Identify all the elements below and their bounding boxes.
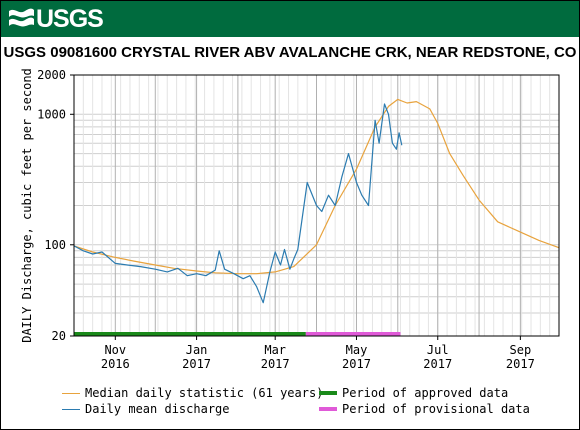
legend-label: Period of approved data [342, 386, 509, 400]
x-tick-year-label: 2017 [342, 357, 371, 371]
chart-title: USGS 09081600 CRYSTAL RIVER ABV AVALANCH… [3, 44, 577, 61]
discharge-series-line [73, 103, 403, 304]
legend-label: Daily mean discharge [85, 402, 230, 416]
x-tick-year-label: 2017 [261, 357, 290, 371]
usgs-wave-icon [9, 8, 34, 27]
legend-label: Period of provisional data [342, 402, 530, 416]
y-tick-label: 20 [52, 329, 66, 343]
legend-bar-swatch [319, 391, 337, 395]
x-tick-year-label: 2016 [101, 357, 130, 371]
legend-bar-swatch [319, 407, 337, 411]
logo-text: USGS [36, 5, 104, 33]
provisional-period-bar [305, 332, 401, 336]
x-tick-month-label: Nov [104, 343, 126, 357]
x-tick-month-label: Jul [427, 343, 449, 357]
approved-period-bar [74, 332, 306, 336]
legend-line-swatch [62, 392, 80, 394]
x-tick-month-label: May [346, 343, 368, 357]
x-tick-year-label: 2017 [182, 357, 211, 371]
legend-item: Median daily statistic (61 years) [62, 386, 323, 400]
legend-item: Period of provisional data [319, 402, 530, 416]
y-axis-label: DAILY Discharge, cubic feet per second [20, 68, 34, 343]
legend-item: Daily mean discharge [62, 402, 230, 416]
y-tick-label: 100 [44, 238, 66, 252]
x-tick-month-label: Mar [264, 343, 286, 357]
x-tick-year-label: 2017 [423, 357, 452, 371]
usgs-banner: USGS [1, 1, 579, 37]
plot-border [73, 74, 560, 337]
x-tick-month-label: Jan [186, 343, 208, 357]
y-tick-label: 1000 [37, 107, 66, 121]
y-tick-label: 2000 [37, 68, 66, 82]
legend-item: Period of approved data [319, 386, 508, 400]
median-series-line [73, 98, 560, 275]
x-tick-year-label: 2017 [506, 357, 535, 371]
usgs-logo[interactable]: USGS [7, 5, 104, 33]
x-tick-month-label: Sep [510, 343, 532, 357]
legend-line-swatch [62, 408, 80, 410]
legend-label: Median daily statistic (61 years) [85, 386, 324, 400]
